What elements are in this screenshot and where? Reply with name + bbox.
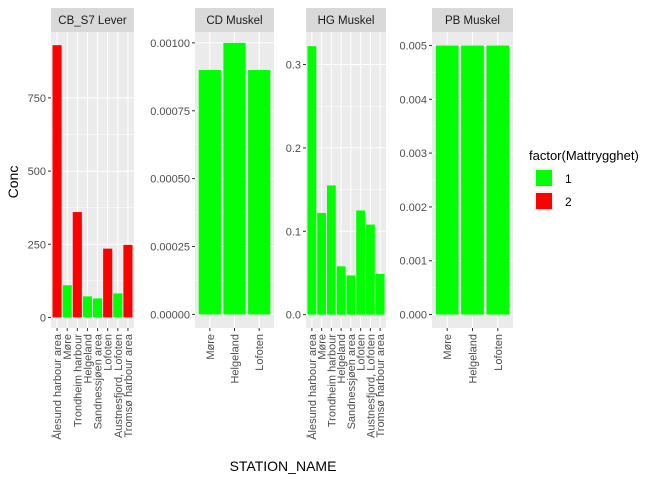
bar	[62, 285, 72, 318]
x-tick-label: Trondheim harbour	[72, 334, 84, 427]
facet-strip	[195, 8, 274, 32]
y-tick-label: 0.00000	[150, 309, 190, 321]
y-tick-label: 0.000	[399, 310, 427, 322]
y-tick-label: 0.005	[399, 40, 427, 52]
bar	[123, 244, 133, 318]
facet-title: CD Muskel	[206, 15, 262, 27]
x-tick-label: Lofoten	[254, 334, 266, 371]
x-tick-label: Sandnessjøen area	[93, 333, 105, 429]
bar	[307, 46, 317, 315]
x-tick-label: Møre	[205, 334, 217, 360]
y-tick-label: 0.00100	[150, 38, 190, 50]
x-tick-label: Møre	[62, 334, 74, 360]
x-tick-label: Ålesund harbour area	[306, 333, 319, 440]
y-tick-label: 0.002	[399, 202, 427, 214]
bar	[82, 296, 92, 318]
bar	[248, 70, 271, 315]
bar	[336, 266, 346, 315]
bar	[346, 275, 356, 315]
x-tick-label: Tromsø harbour area	[375, 333, 387, 437]
x-tick-label: Austnesfjord, Lofoten	[365, 334, 377, 438]
x-tick-label: Møre	[317, 334, 329, 360]
bar	[356, 210, 366, 315]
bar	[326, 185, 336, 315]
legend-swatch	[536, 193, 552, 209]
y-axis-title: Conc	[5, 166, 21, 199]
y-tick-label: 0.003	[399, 148, 427, 160]
panel-background	[51, 32, 134, 328]
x-tick-label: Sandnessjøen area	[346, 333, 358, 429]
bar	[461, 45, 484, 315]
x-tick-label: Helgeland	[82, 334, 94, 384]
x-tick-label: Tromsø harbour area	[123, 333, 135, 437]
bar	[366, 224, 375, 315]
facet-strip	[432, 8, 513, 32]
y-tick-label: 0.3	[286, 60, 301, 72]
facet-panel: 0.00000 0.00025 0.00050 0.00075 0.00100 Møre H…	[150, 8, 274, 384]
y-tick-label: 0.001	[399, 256, 427, 268]
facet-strip	[51, 8, 134, 32]
bar	[375, 273, 385, 315]
y-tick-label: 0.2	[286, 143, 301, 155]
facet-panel: 0 250 500 750 Ålesund harbour areaMøreTrondh…	[28, 8, 135, 440]
facet-title: CB_S7 Lever	[58, 15, 127, 27]
x-tick-label: Helgeland	[468, 334, 480, 384]
facet-panel: 0.0 0.1 0.2 0.3 Ålesund harbour areaMøreTron…	[286, 8, 387, 440]
bar	[198, 70, 221, 315]
x-tick-label: Lofoten	[103, 334, 115, 371]
legend-title: factor(Mattrygghet)	[529, 148, 639, 163]
x-tick-label: Møre	[442, 334, 454, 360]
y-tick-label: 0.1	[286, 226, 301, 238]
bar	[93, 298, 103, 318]
bar	[103, 248, 113, 318]
bar	[317, 212, 326, 315]
x-tick-label: Lofoten	[356, 334, 368, 371]
x-tick-label: Helgeland	[230, 334, 242, 384]
facet-title: HG Muskel	[318, 15, 375, 27]
facet-strip	[306, 8, 386, 32]
y-tick-label: 0.00075	[150, 106, 190, 118]
bar	[223, 42, 246, 315]
bar	[52, 45, 62, 318]
x-tick-label: Austnesfjord, Lofoten	[113, 334, 125, 438]
y-tick-label: 750	[28, 93, 46, 105]
y-tick-label: 500	[28, 166, 46, 178]
bar	[72, 212, 82, 318]
y-tick-label: 250	[28, 239, 46, 251]
x-axis-title: STATION_NAME	[230, 458, 337, 474]
facet-panel: 0.000 0.001 0.002 0.003 0.004 0.005 Møre Helgel…	[399, 8, 513, 384]
bar	[486, 45, 510, 315]
legend: factor(Mattrygghet) 12	[529, 148, 639, 211]
y-tick-label: 0.00025	[150, 242, 190, 254]
y-tick-label: 0	[40, 312, 46, 324]
legend-label: 2	[565, 195, 572, 209]
x-tick-label: Lofoten	[493, 334, 505, 371]
facet-title: PB Muskel	[445, 15, 500, 27]
y-tick-label: 0.004	[399, 94, 427, 106]
y-tick-label: 0.00050	[150, 174, 190, 186]
y-tick-label: 0.0	[286, 310, 301, 322]
x-tick-label: Trondheim harbour	[326, 334, 338, 427]
x-tick-label: Helgeland	[336, 334, 348, 384]
bar	[435, 45, 459, 315]
x-tick-label: Ålesund harbour area	[51, 333, 64, 440]
legend-label: 1	[565, 172, 572, 186]
legend-entries: 12	[534, 168, 572, 211]
legend-swatch	[536, 170, 552, 186]
bar	[113, 293, 123, 318]
